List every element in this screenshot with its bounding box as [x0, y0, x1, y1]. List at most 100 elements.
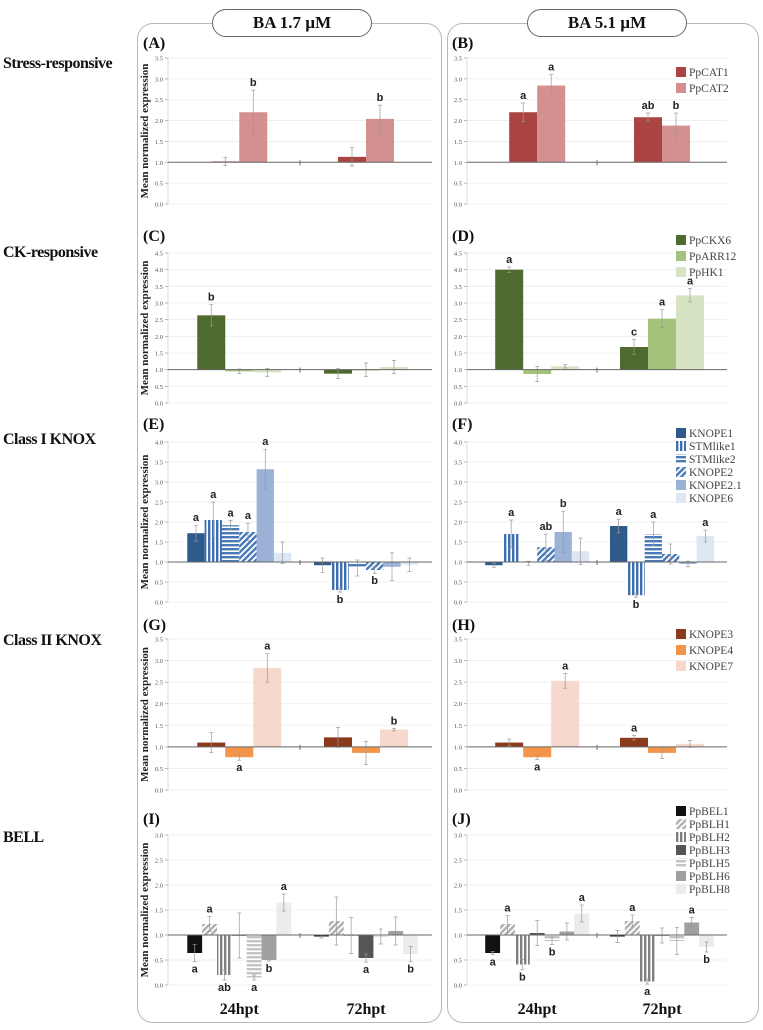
legend-swatch	[676, 67, 686, 77]
y-tick-label: 3.5	[155, 284, 163, 291]
legend-label: KNOPE1	[689, 428, 733, 440]
bar-knope7	[380, 729, 408, 747]
significance-letter: b	[371, 575, 378, 587]
panel-label: (A)	[143, 35, 165, 52]
significance-letter: b	[519, 972, 526, 984]
bar-knope4	[225, 746, 254, 758]
significance-letter: b	[250, 77, 257, 89]
legend-label: KNOPE7	[689, 661, 733, 673]
significance-letter: b	[407, 964, 414, 976]
y-tick-label: 3.5	[454, 460, 462, 467]
y-tick-label: 0.0	[155, 202, 163, 209]
panel-group-ba-1-7	[137, 23, 442, 1023]
legend-label: PpBLH5	[689, 858, 730, 870]
bar-pphk1	[676, 295, 704, 370]
y-tick-label: 1.0	[454, 933, 462, 940]
bar-ppblh3	[358, 935, 374, 958]
legend: PpCKX6 PpARR12 PpHK1	[676, 235, 737, 279]
significance-letter: ab	[539, 521, 552, 533]
header-ba-1-7: BA 1.7 µM	[212, 9, 372, 37]
significance-letter: b	[337, 594, 344, 606]
y-tick-label: 3.0	[155, 658, 163, 665]
y-tick-label: 2.5	[454, 317, 462, 324]
legend-label: STMlike1	[689, 441, 736, 453]
panel-label: (C)	[143, 228, 165, 245]
significance-letter: a	[548, 62, 555, 74]
y-tick-label: 4.0	[454, 267, 462, 274]
chart-panel-e: (E) 0.0 0.5 1.0 1.5 2.0 2.5 3.0 3.5 4.0 Mean norma…	[139, 416, 432, 607]
y-tick-label: 0.5	[155, 181, 163, 188]
significance-letter: a	[631, 723, 638, 735]
panel-label: (B)	[452, 35, 473, 52]
y-tick-label: 2.0	[155, 883, 163, 890]
y-tick-label: 3.0	[454, 480, 462, 487]
y-tick-label: 2.5	[454, 680, 462, 687]
legend-swatch	[676, 428, 686, 438]
significance-letter: b	[391, 715, 398, 727]
bar-knope1	[187, 533, 205, 562]
bar-knope3	[620, 737, 648, 747]
chart-panel-f: (F)0.00.51.01.52.02.53.03.54.0aabbabaaKN…	[452, 416, 742, 611]
y-tick-label: 0.0	[454, 202, 462, 209]
significance-letter: a	[702, 517, 709, 529]
bar-knope2	[239, 532, 257, 562]
y-tick-label: 0.5	[454, 580, 462, 587]
bar-ppblh6	[261, 935, 277, 960]
y-tick-label: 3.0	[155, 480, 163, 487]
legend-swatch	[676, 661, 686, 671]
panel-label: (G)	[143, 617, 166, 634]
y-tick-label: 1.0	[454, 744, 462, 751]
y-tick-label: 1.5	[155, 723, 163, 730]
chart-panel-h: (H)0.00.51.01.52.02.53.03.5aaaKNOPE3KNOP…	[452, 617, 733, 795]
y-tick-label: 1.0	[155, 560, 163, 567]
bar-stmlike2	[644, 534, 662, 562]
y-tick-label: 1.0	[155, 744, 163, 751]
row-label-ck: CK-responsive	[3, 244, 98, 261]
legend-label: PpBLH2	[689, 832, 730, 844]
bar-ppblh2	[514, 935, 530, 965]
legend-label: PpBLH1	[689, 819, 730, 831]
y-tick-label: 2.0	[155, 334, 163, 341]
x-category-label: 72hpt	[346, 1001, 386, 1018]
significance-letter: a	[508, 507, 515, 519]
y-tick-label: 0.0	[454, 788, 462, 795]
y-tick-label: 3.5	[454, 284, 462, 291]
y-axis-title: Mean normalized expression	[139, 261, 151, 396]
legend-swatch	[676, 454, 686, 464]
legend-label: PpBLH8	[689, 884, 730, 896]
significance-letter: a	[689, 905, 696, 917]
legend-label: PpCAT1	[689, 67, 729, 79]
legend-swatch	[676, 441, 686, 451]
x-category-label: 24hpt	[518, 1001, 558, 1018]
y-tick-label: 0.5	[454, 958, 462, 965]
legend-swatch	[676, 267, 686, 277]
legend-swatch	[676, 629, 686, 639]
y-tick-label: 1.0	[454, 160, 462, 167]
panel-label: (I)	[143, 811, 160, 828]
significance-letter: b	[208, 292, 215, 304]
legend-swatch	[676, 884, 686, 894]
panel-label: (E)	[143, 416, 164, 433]
y-tick-label: 2.5	[155, 97, 163, 104]
y-tick-label: 2.0	[454, 701, 462, 708]
y-axis-title: Mean normalized expression	[139, 455, 151, 590]
bar-ppblh8	[699, 935, 714, 947]
row-label-bell: BELL	[3, 829, 44, 846]
panel-label: (D)	[452, 228, 474, 245]
y-tick-label: 2.0	[155, 520, 163, 527]
y-tick-label: 3.0	[155, 76, 163, 83]
significance-letter: b	[549, 947, 556, 959]
y-tick-label: 2.5	[155, 858, 163, 865]
y-tick-label: 4.0	[454, 440, 462, 447]
chart-panel-d: (D)0.00.51.01.52.02.53.03.54.04.5 acaaPpC…	[452, 228, 737, 408]
significance-letter: a	[193, 512, 200, 524]
y-tick-label: 0.5	[454, 181, 462, 188]
y-tick-label: 1.5	[155, 139, 163, 146]
y-tick-label: 3.0	[454, 301, 462, 308]
significance-letter: a	[650, 509, 657, 521]
y-tick-label: 3.0	[454, 658, 462, 665]
y-tick-label: 1.0	[454, 560, 462, 567]
legend-swatch	[676, 832, 686, 842]
significance-letter: b	[633, 599, 640, 611]
y-tick-label: 3.0	[155, 301, 163, 308]
